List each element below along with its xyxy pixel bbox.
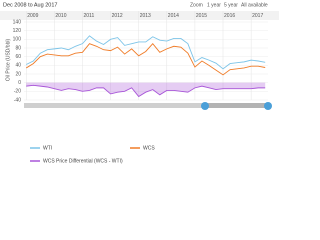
legend-label: WCS bbox=[143, 145, 155, 151]
line bbox=[26, 84, 266, 98]
x-tick-label: 2012 bbox=[112, 13, 123, 19]
navigator-window[interactable] bbox=[205, 103, 268, 108]
y-tick-label: 80 bbox=[15, 45, 21, 51]
x-tick-label: 2015 bbox=[196, 13, 207, 19]
y-tick-label: 120 bbox=[13, 28, 22, 34]
x-tick-label: 2013 bbox=[140, 13, 151, 19]
zoom-label: Zoom bbox=[190, 2, 203, 8]
navigator-track[interactable] bbox=[24, 103, 268, 108]
line bbox=[26, 35, 266, 70]
date-range: Dec 2008 to Aug 2017 bbox=[3, 2, 57, 8]
x-tick-label: 2010 bbox=[55, 13, 66, 19]
x-tick-label: 2011 bbox=[83, 13, 94, 19]
zoom-option[interactable]: 1 year bbox=[207, 2, 221, 8]
time-axis-band bbox=[0, 11, 279, 20]
x-tick-label: 2016 bbox=[224, 13, 235, 19]
line bbox=[26, 42, 266, 76]
y-tick-label: 20 bbox=[15, 71, 21, 77]
y-tick-label: -40 bbox=[14, 97, 21, 103]
y-axis-label: Oil Price (USD/bbl) bbox=[5, 39, 11, 82]
zoom-option[interactable]: All available bbox=[241, 2, 268, 8]
navigator-handle[interactable] bbox=[264, 102, 272, 110]
zoom-option[interactable]: 5 year bbox=[224, 2, 238, 8]
y-tick-label: 100 bbox=[13, 37, 22, 43]
x-tick-label: 2009 bbox=[27, 13, 38, 19]
legend-label: WTI bbox=[43, 145, 52, 151]
legend-label: WCS Price Differential (WCS - WTI) bbox=[43, 158, 123, 164]
y-tick-label: 40 bbox=[15, 63, 21, 69]
chart: Dec 2008 to Aug 2017 Zoom 1 year 5 year … bbox=[0, 2, 279, 164]
y-tick-label: 0 bbox=[18, 80, 21, 86]
area bbox=[26, 82, 266, 97]
navigator-handle[interactable] bbox=[201, 102, 209, 110]
y-tick-label: 60 bbox=[15, 54, 21, 60]
x-tick-label: 2017 bbox=[252, 13, 263, 19]
y-tick-label: -20 bbox=[14, 89, 21, 95]
x-tick-label: 2014 bbox=[168, 13, 179, 19]
y-tick-label: 140 bbox=[13, 19, 22, 25]
